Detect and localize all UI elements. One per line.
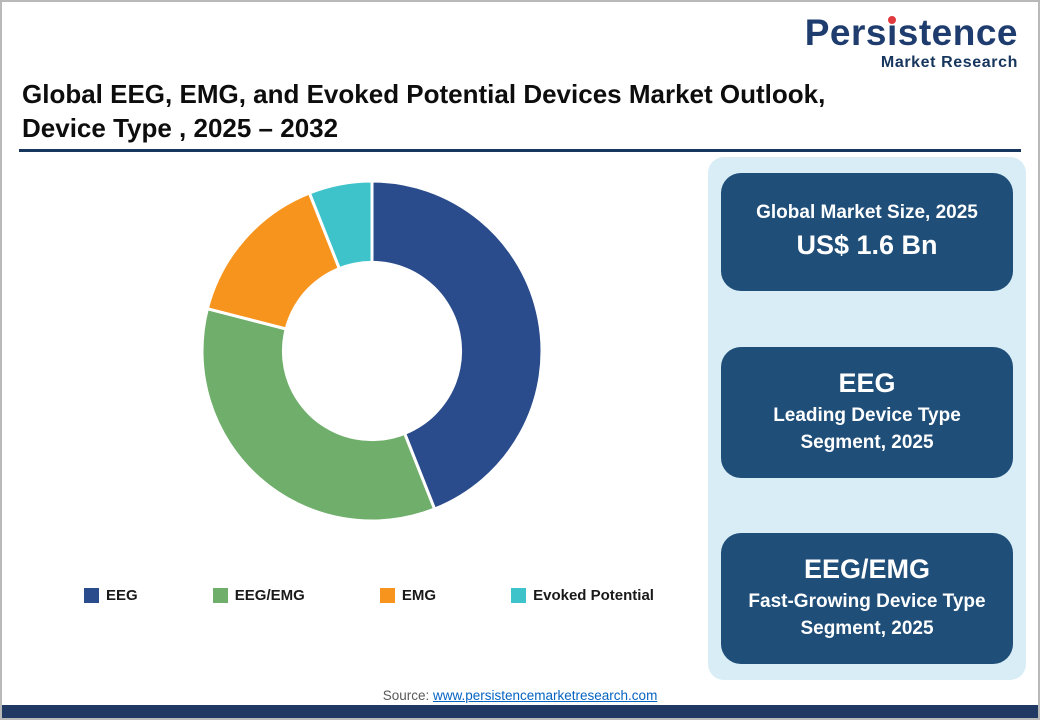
donut-chart-svg (200, 179, 544, 523)
brand-letter-i: ı (886, 12, 898, 53)
legend-swatch-eeg (84, 588, 99, 603)
info-panel: Global Market Size, 2025 US$ 1.6 Bn EEG … (708, 157, 1026, 680)
footer-bar (2, 705, 1038, 718)
source-line: Source: www.persistencemarketresearch.co… (2, 688, 1038, 703)
legend-label-evoked-potential: Evoked Potential (533, 587, 654, 604)
fast-growing-segment-label: Fast-Growing Device Type Segment, 2025 (748, 591, 986, 640)
leading-segment-name: EEG (838, 367, 896, 398)
logo-red-dot-icon (888, 16, 897, 24)
market-size-card: Global Market Size, 2025 US$ 1.6 Bn (721, 173, 1013, 291)
brand-letter-i-glyph: ı (886, 12, 898, 53)
legend-swatch-eeg-emg (212, 588, 228, 603)
page-title-line1: Global EEG, EMG, and Evoked Potential De… (22, 79, 826, 109)
market-size-value: US$ 1.6 Bn (796, 230, 938, 261)
legend-label-eeg: EEG (106, 587, 138, 604)
brand-name-post: stence (897, 12, 1018, 53)
legend-label-eeg-emg: EEG/EMG (234, 587, 305, 604)
page-title-line2: Device Type , 2025 – 2032 (22, 112, 339, 143)
legend-item-eeg-emg: EEG/EMG (212, 587, 305, 604)
brand-name: Persı stence (804, 12, 1018, 53)
leading-segment-label: Leading Device Type Segment, 2025 (773, 404, 961, 453)
brand-name-pre: Pers (804, 12, 887, 53)
brand-subtitle: Market Research (880, 53, 1018, 71)
legend-item-emg: EMG (379, 587, 437, 604)
fast-growing-segment-name: EEG/EMG (803, 554, 931, 585)
page-title: Global EEG, EMG, and Evoked Potential De… (22, 78, 902, 146)
legend-item-evoked-potential: Evoked Potential (511, 587, 654, 604)
source-link[interactable]: www.persistencemarketresearch.com (432, 688, 658, 703)
donut-chart (172, 151, 572, 551)
fast-growing-segment-card: EEG/EMG Fast-Growing Device Type Segment… (721, 533, 1013, 664)
chart-legend: EEG EEG/EMG EMG Evoked Potential (84, 587, 654, 604)
brand-logo: Persı stence Market Research (804, 12, 1018, 72)
leading-segment-card: EEG Leading Device Type Segment, 2025 (721, 346, 1013, 478)
title-divider (19, 149, 1021, 152)
donut-hole (281, 260, 463, 442)
legend-swatch-emg (379, 588, 395, 603)
market-size-label: Global Market Size, 2025 (756, 202, 978, 224)
source-label: Source: (382, 688, 430, 703)
legend-swatch-evoked-potential (511, 588, 527, 603)
legend-item-eeg: EEG (84, 587, 138, 604)
legend-label-emg: EMG (401, 587, 437, 604)
